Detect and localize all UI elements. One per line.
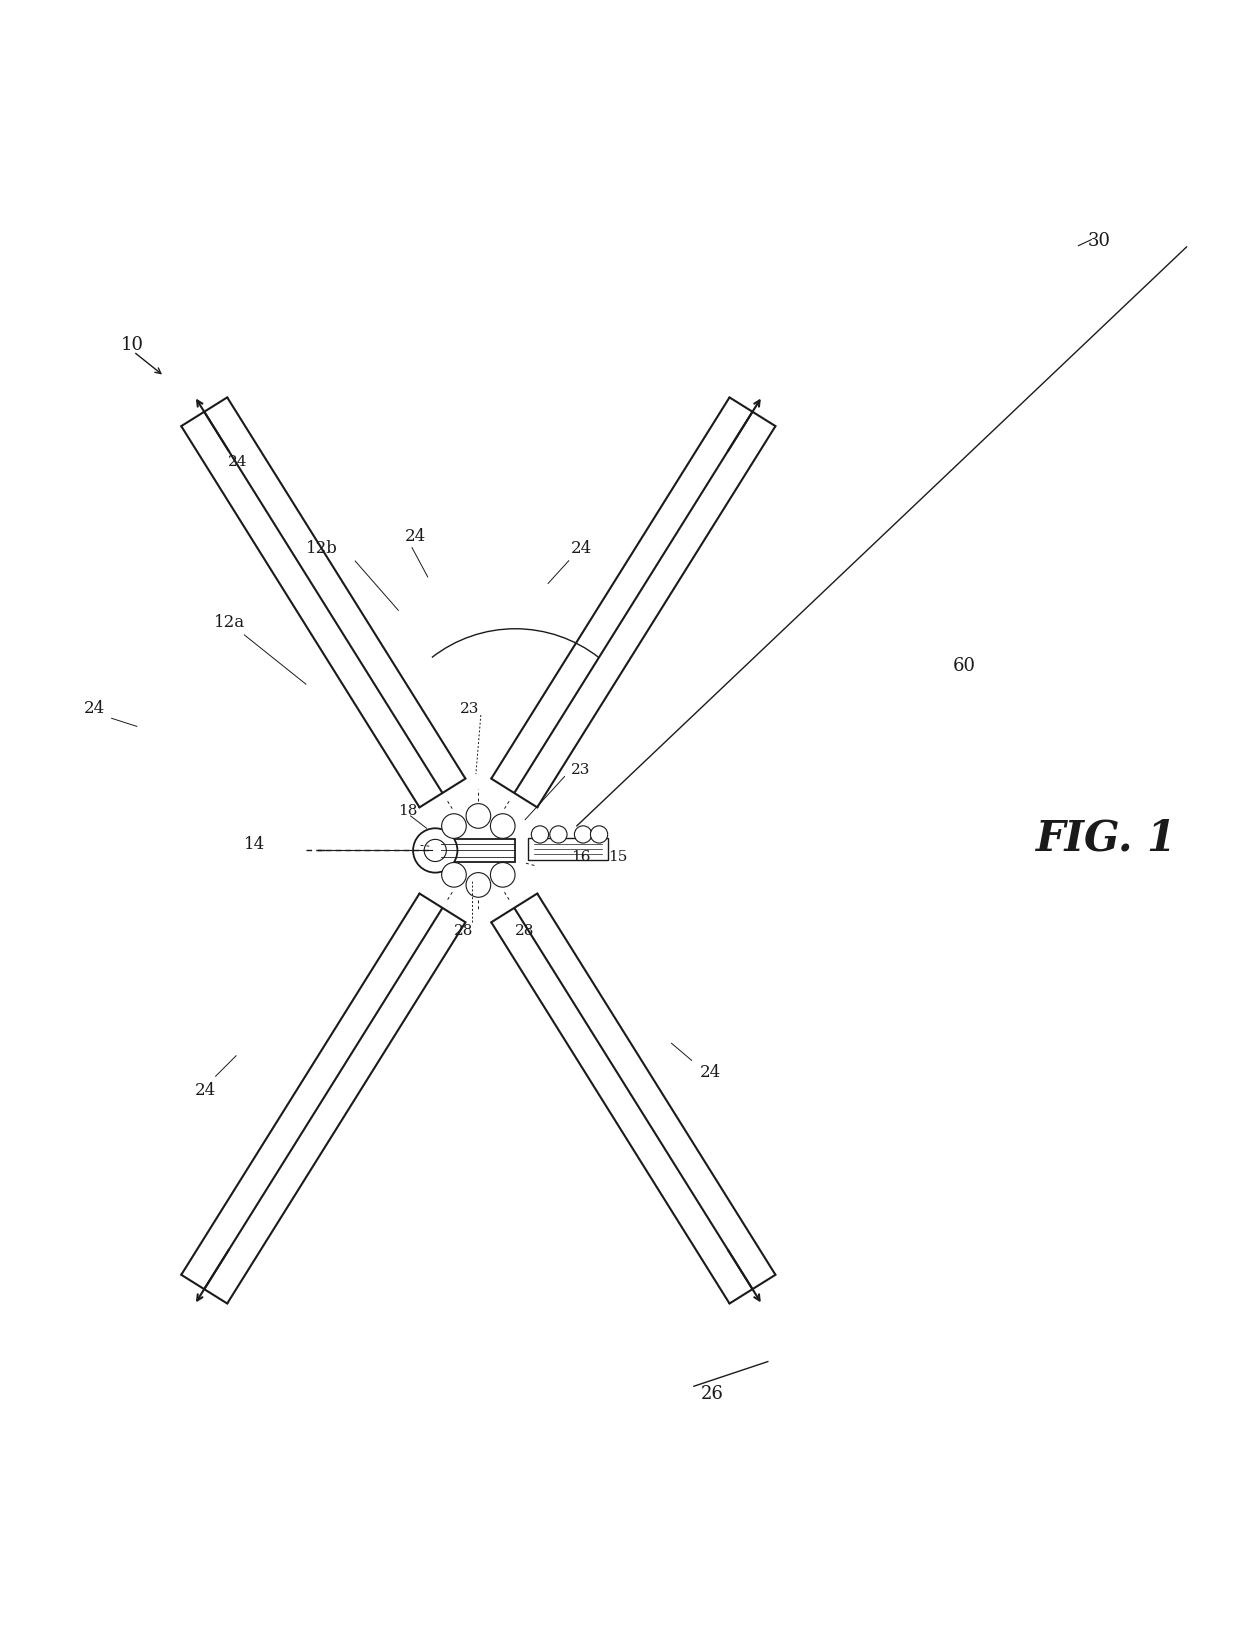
Text: 24: 24: [404, 527, 425, 545]
Circle shape: [441, 814, 466, 838]
Circle shape: [491, 862, 515, 887]
Text: 15: 15: [608, 849, 627, 864]
Circle shape: [424, 840, 446, 862]
Text: 30: 30: [1087, 231, 1111, 251]
Text: 18: 18: [398, 804, 418, 818]
Circle shape: [590, 827, 608, 843]
Circle shape: [491, 814, 515, 838]
Text: 16: 16: [570, 849, 590, 864]
Text: 10: 10: [122, 337, 144, 355]
Circle shape: [549, 827, 567, 843]
Bar: [528, 838, 608, 861]
Text: 24: 24: [84, 700, 105, 718]
Circle shape: [574, 827, 591, 843]
Circle shape: [466, 872, 491, 896]
FancyBboxPatch shape: [441, 840, 516, 862]
Text: 12a: 12a: [213, 613, 244, 631]
Text: 28: 28: [516, 924, 534, 937]
Text: 23: 23: [570, 763, 590, 778]
Text: 14: 14: [244, 836, 265, 853]
Text: 12b: 12b: [306, 540, 337, 556]
Text: 26: 26: [701, 1385, 724, 1402]
Text: 28: 28: [454, 924, 474, 937]
Text: 24: 24: [701, 1064, 722, 1080]
Circle shape: [413, 828, 458, 872]
Circle shape: [466, 804, 491, 828]
Circle shape: [441, 862, 466, 887]
Text: 24: 24: [228, 456, 248, 470]
Text: 60: 60: [952, 657, 976, 675]
Text: FIG. 1: FIG. 1: [1035, 817, 1177, 859]
Circle shape: [531, 827, 548, 843]
Text: 24: 24: [195, 1082, 216, 1100]
Text: 23: 23: [460, 701, 479, 716]
Text: 24: 24: [570, 540, 591, 556]
